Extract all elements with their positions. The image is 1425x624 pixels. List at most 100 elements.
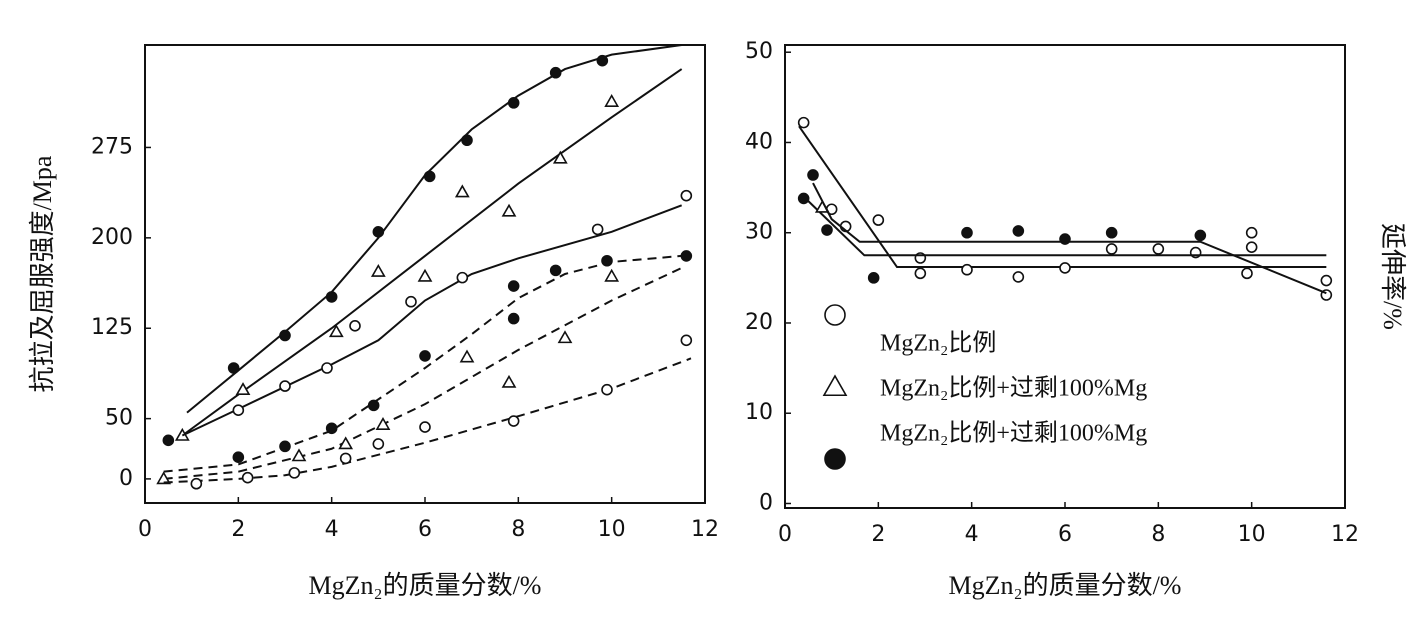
legend-label: MgZn₂比例+过剩100%Mg bbox=[880, 375, 1147, 402]
circle-marker bbox=[232, 451, 245, 464]
triangle-marker bbox=[454, 184, 470, 198]
circle-marker bbox=[419, 421, 431, 433]
triangle-marker bbox=[291, 448, 307, 462]
triangle-marker bbox=[459, 349, 475, 363]
legend-label: MgZn₂比例 bbox=[880, 330, 996, 357]
x-tick-label: 6 bbox=[418, 517, 432, 542]
circle-marker bbox=[596, 54, 609, 67]
circle-marker bbox=[821, 224, 833, 236]
circle-marker bbox=[279, 380, 291, 392]
x-tick-label: 12 bbox=[691, 517, 719, 542]
triangle-marker bbox=[417, 268, 433, 282]
x-tick-label: 4 bbox=[965, 522, 979, 547]
circle-marker bbox=[961, 226, 973, 239]
fit-line bbox=[812, 182, 1327, 295]
y-tick-label: 50 bbox=[105, 406, 133, 431]
circle-marker bbox=[405, 295, 417, 308]
fit-line bbox=[181, 204, 683, 437]
circle-marker bbox=[1105, 243, 1118, 255]
circle-marker bbox=[867, 272, 880, 284]
circle-marker bbox=[601, 254, 613, 267]
legend-marker bbox=[824, 448, 846, 470]
circle-marker bbox=[507, 415, 520, 427]
circle-marker bbox=[372, 438, 385, 450]
fit-line bbox=[186, 44, 682, 414]
triangle-marker bbox=[235, 382, 251, 396]
circle-marker bbox=[190, 477, 203, 490]
y-axis-label: 抗拉及屈服强度/Mpa bbox=[28, 155, 57, 392]
x-tick-label: 2 bbox=[231, 517, 245, 542]
triangle-marker bbox=[604, 268, 620, 282]
circle-marker bbox=[232, 404, 245, 416]
circle-marker bbox=[279, 329, 291, 342]
triangle-marker bbox=[557, 330, 573, 344]
circle-marker bbox=[914, 267, 927, 280]
circle-marker bbox=[1105, 226, 1118, 239]
circle-marker bbox=[423, 170, 436, 183]
circle-marker bbox=[1194, 229, 1207, 242]
y-tick-label: 10 bbox=[745, 400, 773, 425]
fit-line bbox=[181, 68, 683, 437]
x-tick-label: 0 bbox=[138, 517, 152, 542]
circle-marker bbox=[797, 192, 810, 205]
circle-marker bbox=[1012, 271, 1025, 283]
triangle-marker bbox=[501, 374, 517, 388]
circle-marker bbox=[680, 189, 693, 202]
x-axis-label: MgZn₂的质量分数/% bbox=[309, 571, 542, 600]
x-tick-label: 10 bbox=[598, 517, 626, 542]
circle-marker bbox=[961, 263, 973, 276]
circle-marker bbox=[227, 362, 240, 374]
triangle-marker bbox=[552, 150, 568, 164]
y-tick-label: 50 bbox=[745, 39, 773, 64]
triangle-marker bbox=[338, 436, 354, 450]
legend-marker bbox=[822, 374, 848, 397]
x-tick-label: 2 bbox=[871, 522, 885, 547]
circle-marker bbox=[461, 134, 473, 147]
circle-marker bbox=[339, 452, 352, 465]
x-axis-label: MgZn₂的质量分数/% bbox=[949, 571, 1182, 600]
circle-marker bbox=[288, 467, 301, 479]
circle-marker bbox=[325, 291, 338, 303]
circle-marker bbox=[549, 264, 562, 277]
x-tick-label: 0 bbox=[778, 522, 792, 547]
circle-marker bbox=[1059, 262, 1071, 274]
circle-marker bbox=[1320, 274, 1333, 287]
circle-marker bbox=[279, 440, 291, 453]
circle-marker bbox=[601, 383, 613, 396]
circle-marker bbox=[325, 422, 338, 435]
y-tick-label: 20 bbox=[745, 310, 773, 335]
circle-marker bbox=[549, 66, 562, 79]
x-tick-label: 4 bbox=[325, 517, 339, 542]
y-tick-label: 0 bbox=[119, 466, 133, 491]
y-axis-label: 延伸率/% bbox=[1378, 223, 1407, 330]
circle-marker bbox=[507, 312, 520, 325]
fit-line bbox=[163, 254, 682, 473]
y-tick-label: 30 bbox=[745, 220, 773, 245]
triangle-marker bbox=[328, 324, 344, 338]
circle-marker bbox=[1152, 243, 1165, 255]
x-tick-label: 10 bbox=[1238, 522, 1266, 547]
circle-marker bbox=[807, 169, 819, 181]
circle-marker bbox=[1245, 226, 1258, 239]
x-tick-label: 8 bbox=[1151, 522, 1165, 547]
circle-marker bbox=[507, 280, 520, 292]
circle-marker bbox=[1241, 267, 1253, 280]
y-tick-label: 125 bbox=[91, 315, 133, 340]
legend-marker bbox=[824, 304, 846, 326]
x-tick-label: 12 bbox=[1331, 522, 1359, 547]
circle-marker bbox=[349, 320, 361, 332]
triangle-marker bbox=[375, 417, 391, 430]
circle-marker bbox=[241, 471, 254, 484]
circle-marker bbox=[1012, 225, 1025, 237]
circle-marker bbox=[1059, 233, 1071, 245]
fit-line bbox=[163, 267, 683, 480]
y-tick-label: 40 bbox=[745, 129, 773, 154]
x-tick-label: 8 bbox=[511, 517, 525, 542]
y-tick-label: 200 bbox=[91, 225, 133, 250]
triangle-marker bbox=[501, 203, 517, 217]
triangle-marker bbox=[156, 471, 172, 485]
circle-marker bbox=[456, 271, 469, 284]
x-tick-label: 6 bbox=[1058, 522, 1072, 547]
circle-marker bbox=[591, 223, 604, 236]
